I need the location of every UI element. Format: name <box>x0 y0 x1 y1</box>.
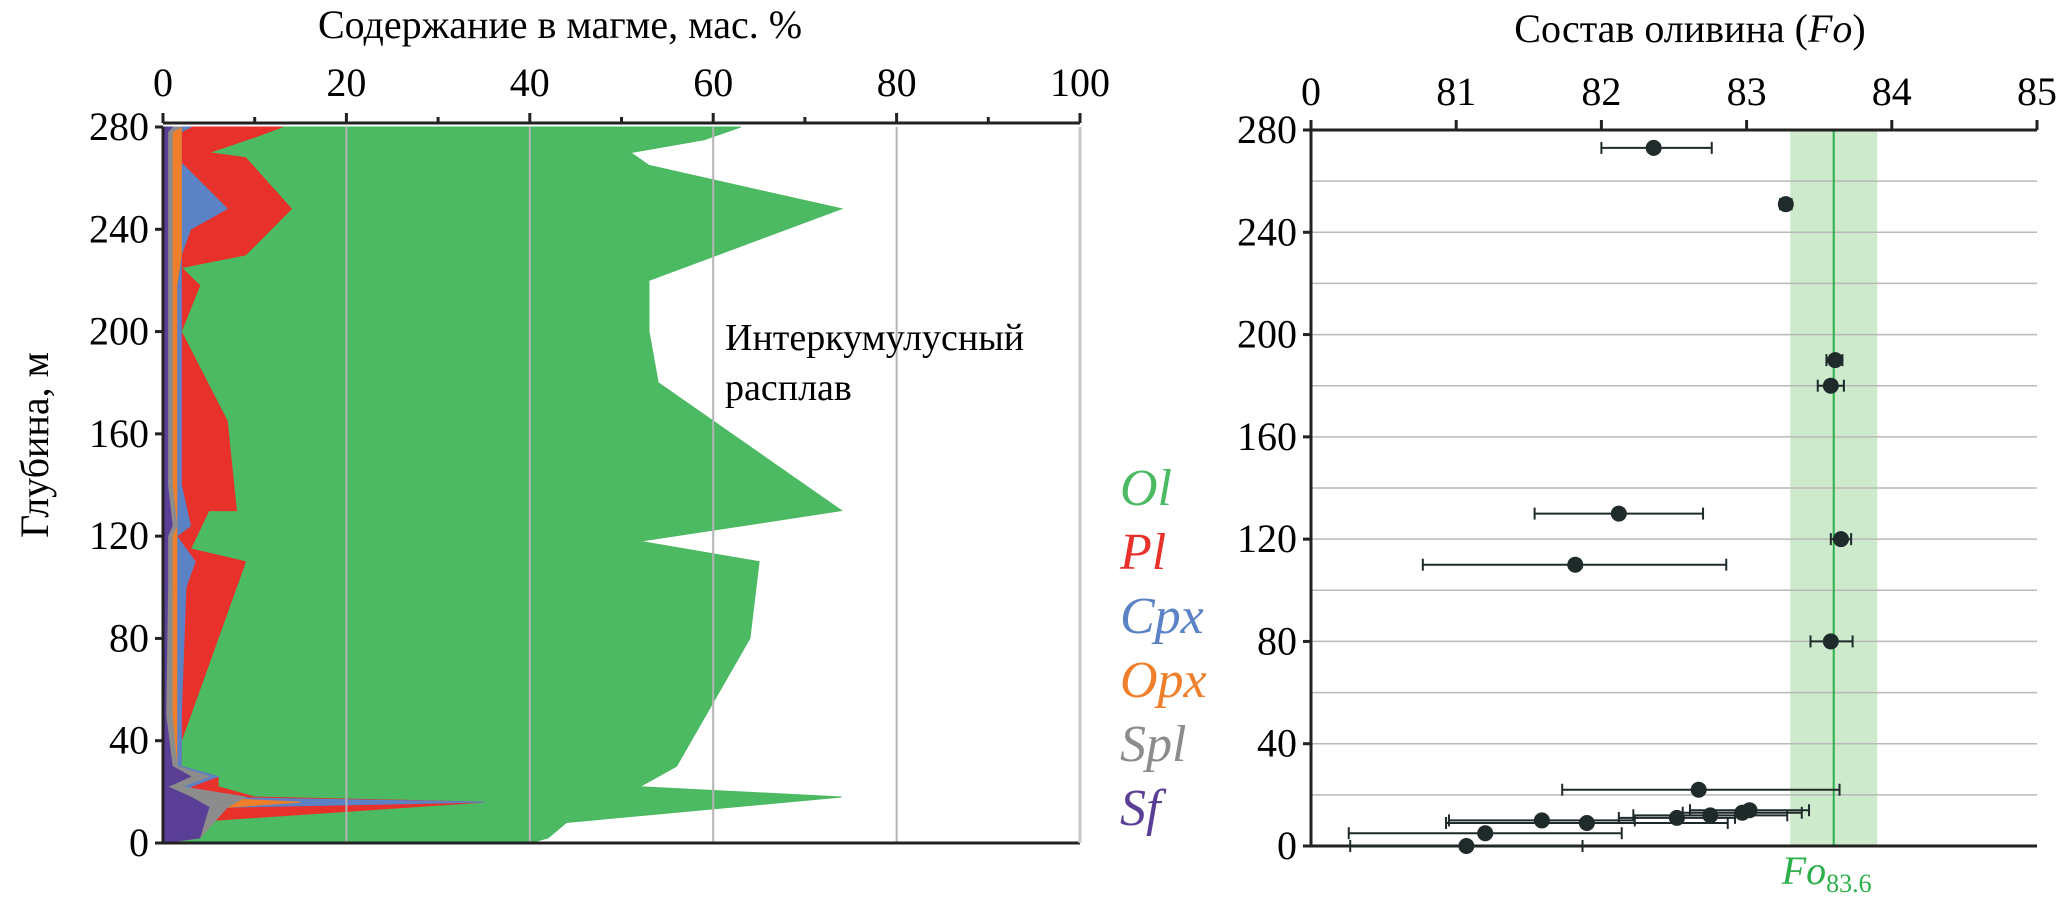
right-y-tick-label: 240 <box>1237 209 1297 254</box>
left-y-axis-title: Глубина, м <box>12 352 57 538</box>
legend-item-cpx: Cpx <box>1120 588 1204 645</box>
right-x-tick-label: 84 <box>1872 69 1912 114</box>
left-y-tick-label: 40 <box>109 718 149 763</box>
right-x-tick-label: 81 <box>1436 69 1476 114</box>
right-data-points <box>1347 139 1854 854</box>
data-point <box>1827 352 1844 369</box>
right-y-tick-label: 40 <box>1257 721 1297 766</box>
left-axes: 0 20 40 60 80 100 0 40 80 120 160 200 240 280 <box>89 60 1110 865</box>
area-ol <box>162 126 844 844</box>
annotation-intercumulus-line-2: расплав <box>725 367 852 409</box>
data-point <box>1734 804 1751 821</box>
right-gridlines <box>1311 129 2037 846</box>
right-x-tick-label: 0 <box>1301 69 1321 114</box>
annotation-intercumulus-line-1: Интеркумулусный <box>725 317 1024 359</box>
left-y-tick-label: 200 <box>89 309 149 354</box>
data-point <box>1458 838 1475 854</box>
legend-item-spl: Spl <box>1120 716 1186 773</box>
left-x-tick-label: 60 <box>693 60 733 105</box>
fo-reference-label: Fo83.6 <box>1781 848 1872 898</box>
right-x-tick-label: 82 <box>1581 69 1621 114</box>
data-point <box>1578 814 1595 831</box>
right-x-tick-label: 85 <box>2017 69 2057 114</box>
data-point <box>1832 531 1849 548</box>
left-gridlines <box>345 127 898 843</box>
data-point <box>1567 556 1584 573</box>
left-y-tick-label: 280 <box>89 104 149 149</box>
right-chart: 0 81 82 83 84 85 0 40 80 120 160 200 240 280 Состав о… <box>1237 6 2057 898</box>
data-point <box>1822 633 1839 650</box>
data-point <box>1477 825 1494 842</box>
left-chart: 0 20 40 60 80 100 0 40 80 120 160 200 240 280 Содержа… <box>12 2 1207 865</box>
legend: Ol Pl Cpx Opx Spl Sf <box>1119 460 1207 837</box>
legend-item-opx: Opx <box>1120 652 1207 709</box>
right-y-tick-label: 200 <box>1237 312 1297 357</box>
right-x-tick-label: 83 <box>1727 69 1767 114</box>
data-point <box>1822 377 1839 394</box>
data-point <box>1690 781 1707 798</box>
right-x-axis-title: Состав оливина (Fo) <box>1514 6 1865 51</box>
right-y-tick-label: 280 <box>1237 107 1297 152</box>
legend-item-pl: Pl <box>1119 524 1166 581</box>
left-x-tick-label: 80 <box>877 60 917 105</box>
left-x-tick-label: 20 <box>326 60 366 105</box>
left-y-tick-label: 80 <box>109 615 149 660</box>
data-point <box>1777 196 1794 213</box>
left-x-axis-title: Содержание в магме, мас. % <box>318 2 802 47</box>
left-y-tick-label: 120 <box>89 513 149 558</box>
left-stacked-areas <box>162 126 844 844</box>
right-y-tick-label: 120 <box>1237 516 1297 561</box>
left-x-tick-label: 40 <box>510 60 550 105</box>
right-axes: 0 81 82 83 84 85 0 40 80 120 160 200 240 280 <box>1237 69 2057 868</box>
legend-item-sf: Sf <box>1120 780 1167 837</box>
left-y-tick-label: 240 <box>89 206 149 251</box>
right-y-tick-label: 0 <box>1277 823 1297 868</box>
left-x-tick-label: 0 <box>153 60 173 105</box>
data-point <box>1533 812 1550 829</box>
left-y-tick-label: 160 <box>89 411 149 456</box>
area-sf <box>162 126 210 844</box>
left-y-tick-label: 0 <box>129 820 149 865</box>
legend-item-ol: Ol <box>1120 460 1172 517</box>
data-point <box>1645 139 1662 156</box>
right-y-tick-label: 160 <box>1237 414 1297 459</box>
data-point <box>1610 505 1627 522</box>
left-x-tick-label: 100 <box>1050 60 1110 105</box>
data-point <box>1702 807 1719 824</box>
right-y-tick-label: 80 <box>1257 618 1297 663</box>
data-point <box>1668 809 1685 826</box>
